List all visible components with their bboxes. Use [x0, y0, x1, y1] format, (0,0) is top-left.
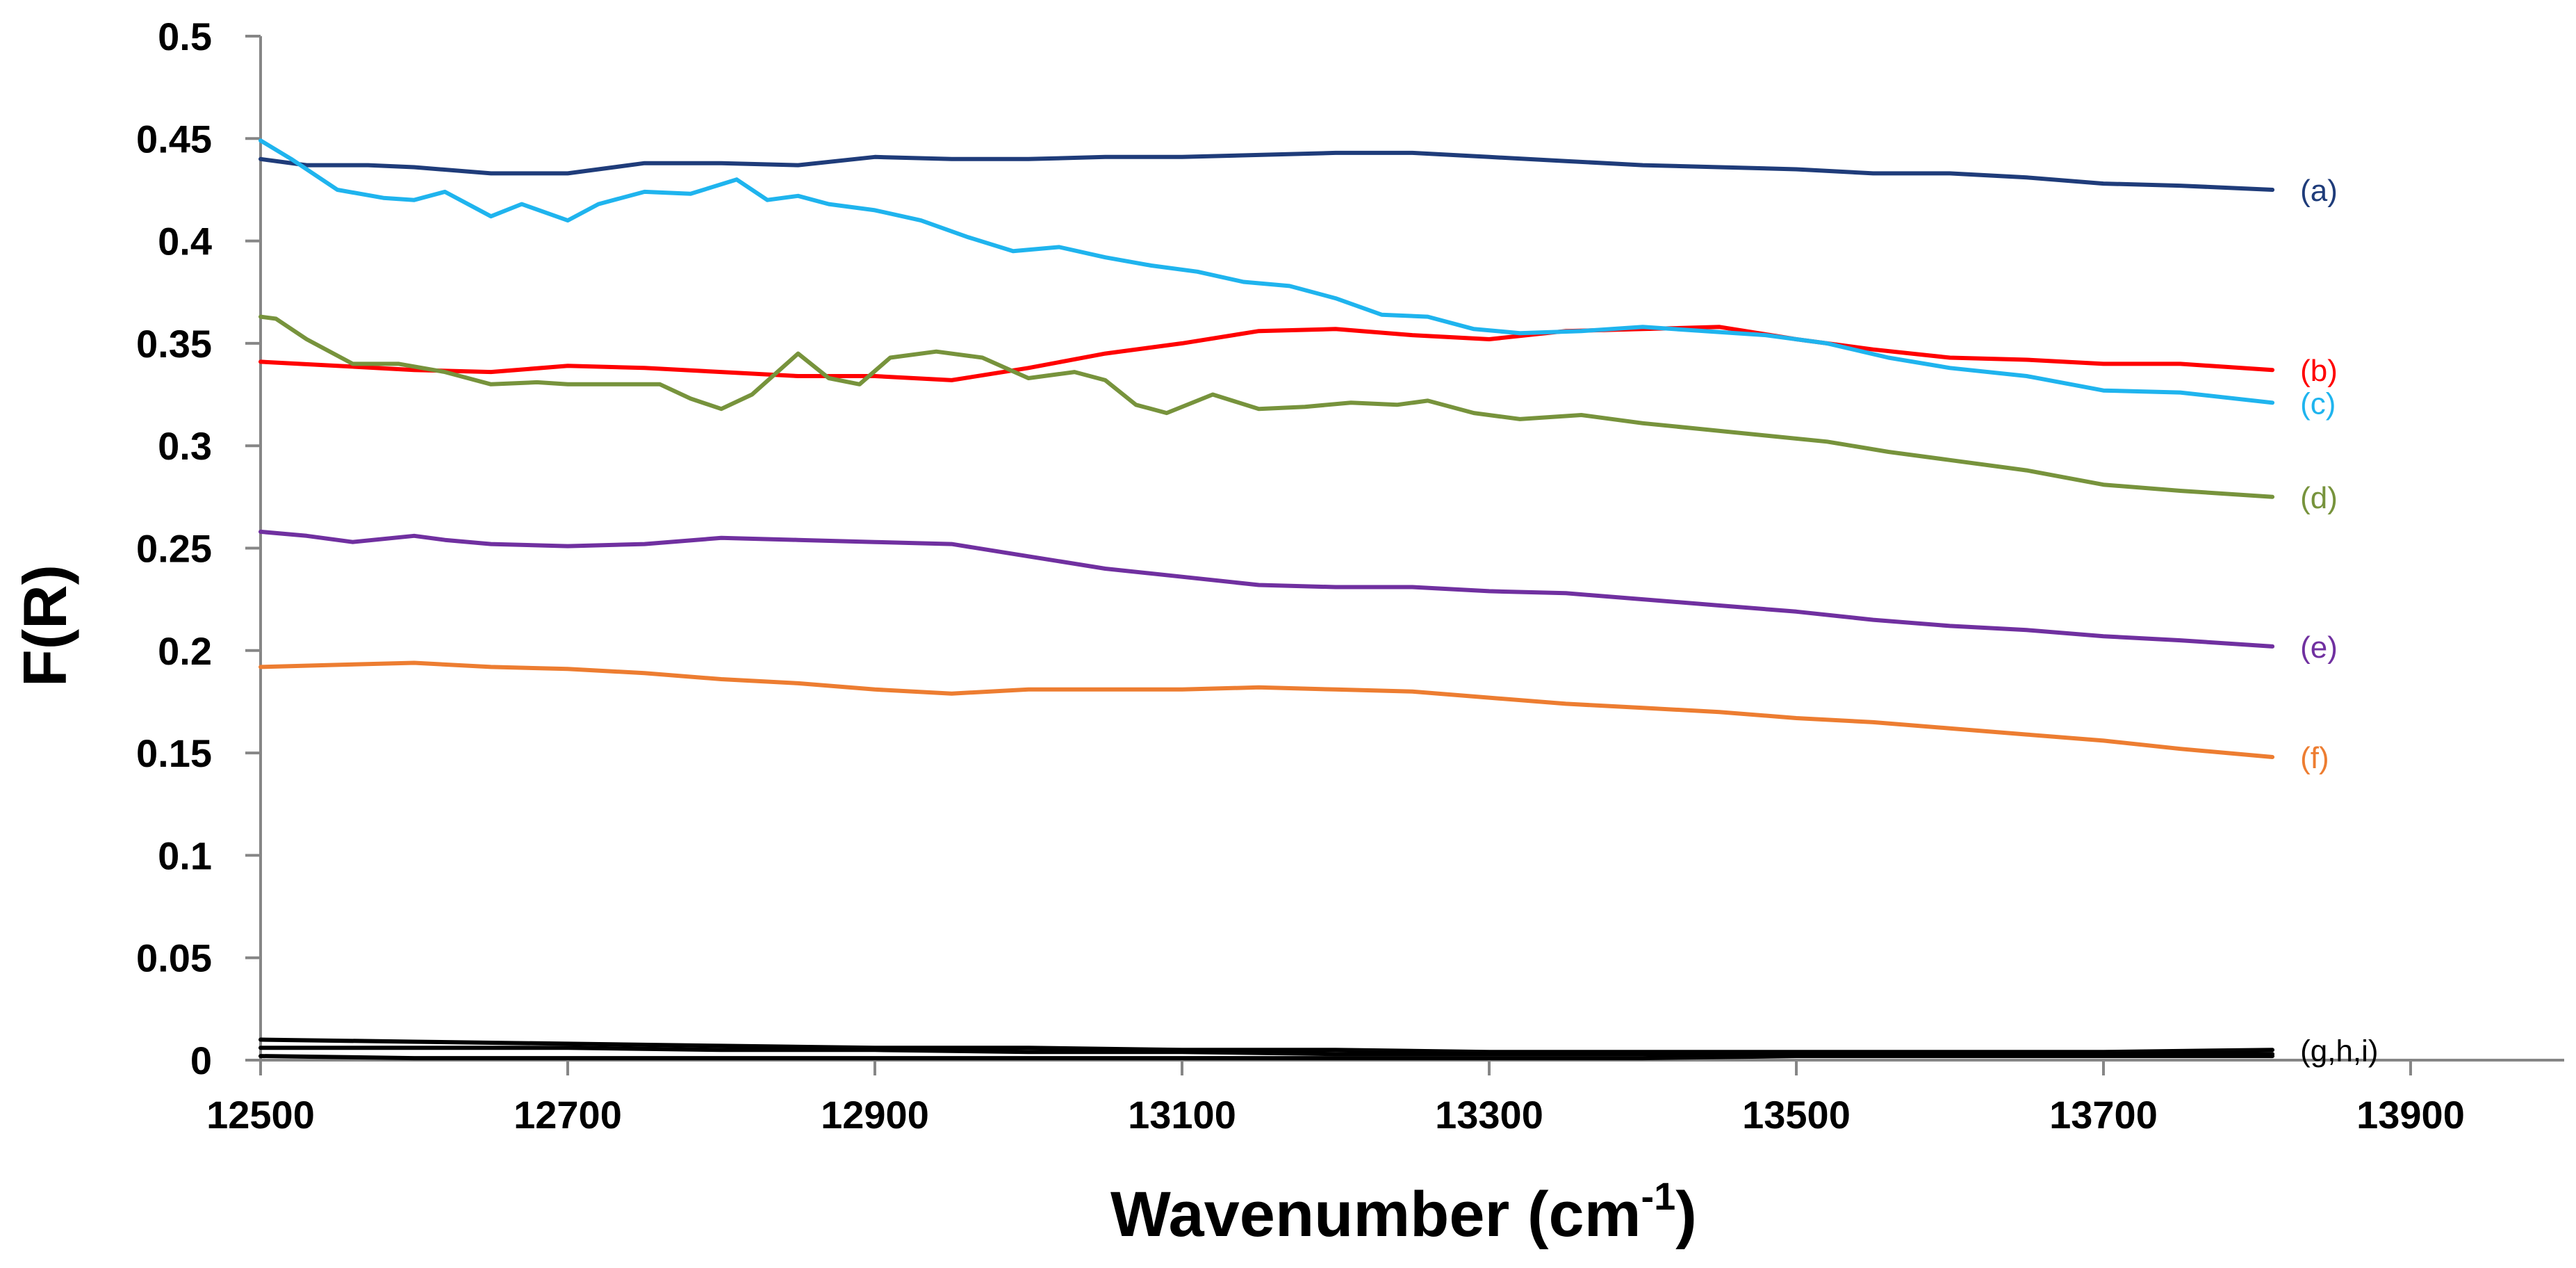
series-line-f [259, 660, 2275, 759]
y-tick-label: 0.4 [158, 220, 212, 263]
series-line-d [259, 314, 2275, 499]
series-label-a: (a) [2300, 174, 2338, 208]
y-tick-label: 0.2 [158, 629, 212, 673]
y-tick-label: 0.25 [136, 527, 212, 571]
series-line-e [259, 529, 2275, 649]
y-tick-label: 0.05 [136, 936, 212, 980]
x-tick-label: 13300 [1435, 1093, 1543, 1137]
series-label-d: (d) [2300, 481, 2338, 515]
series-label-g-h-i: (g,h,i) [2300, 1034, 2378, 1068]
x-axis-title: Wavenumber (cm-1) [1110, 1174, 1697, 1250]
y-tick-label: 0 [190, 1039, 212, 1082]
x-tick-label: 13700 [2049, 1093, 2158, 1137]
x-tick-label: 12700 [514, 1093, 622, 1137]
series-line-c [259, 138, 2275, 405]
series-label-c: (c) [2300, 387, 2336, 421]
series-lines [259, 138, 2275, 1061]
x-axis-title-superscript: -1 [1641, 1174, 1676, 1218]
y-tick-label: 0.15 [136, 731, 212, 775]
y-tick-label: 0.45 [136, 117, 212, 161]
x-tick-label: 13100 [1128, 1093, 1236, 1137]
x-tick-label: 12900 [821, 1093, 929, 1137]
series-line-a [259, 150, 2275, 192]
series-line-b [259, 325, 2275, 382]
x-axis-title-close: ) [1675, 1179, 1697, 1250]
axes [245, 35, 2564, 1075]
tick-labels: 0 0.05 0.1 0.15 0.2 0.25 0.3 0.35 0.4 0.45 0.5 1250… [136, 15, 2465, 1137]
y-tick-label: 0.1 [158, 834, 212, 877]
series-label-b: (b) [2300, 354, 2338, 388]
y-axis-title: F(R) [10, 564, 79, 687]
series-line-unlabeled-8 [259, 1054, 2275, 1061]
series-label-f: (f) [2300, 741, 2329, 775]
x-tick-label: 13500 [1742, 1093, 1851, 1137]
x-axis-title-main: Wavenumber (cm [1110, 1179, 1641, 1250]
series-label-e: (e) [2300, 631, 2338, 665]
series-labels: (a) (b)(c) (d) (e) (f) (g,h,i) [2300, 174, 2378, 1068]
y-tick-label: 0.3 [158, 424, 212, 468]
x-tick-label: 12500 [206, 1093, 315, 1137]
y-tick-label: 0.35 [136, 322, 212, 366]
x-tick-label: 13900 [2356, 1093, 2465, 1137]
y-tick-label: 0.5 [158, 15, 212, 58]
